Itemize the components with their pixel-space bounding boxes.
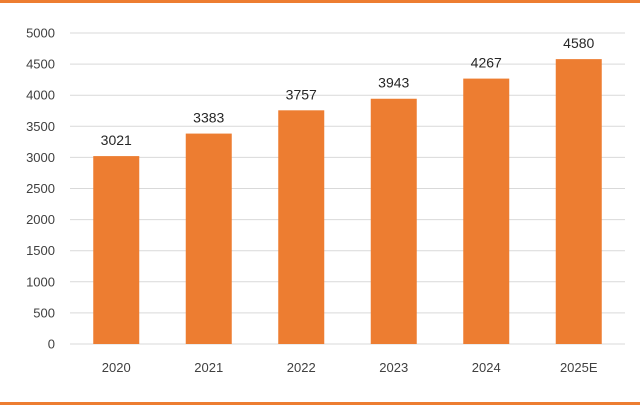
data-label: 3943	[378, 75, 409, 91]
bar-2020	[93, 156, 140, 344]
bar-2024	[463, 78, 510, 345]
y-tick-label: 3000	[26, 150, 55, 165]
y-tick-label: 500	[33, 305, 55, 320]
bar-2025E	[555, 59, 602, 345]
bar-2023	[370, 98, 417, 345]
y-tick-label: 0	[48, 337, 55, 352]
gridlines	[70, 32, 625, 345]
x-tick-label: 2022	[287, 360, 316, 375]
data-label: 3757	[286, 86, 317, 102]
y-tick-label: 2000	[26, 212, 55, 227]
x-tick-label: 2023	[379, 360, 408, 375]
data-label: 4580	[563, 35, 594, 51]
x-tick-label: 2020	[102, 360, 131, 375]
y-tick-label: 1500	[26, 243, 55, 258]
x-tick-label: 2025E	[560, 360, 598, 375]
y-axis-tick-labels: 0 500 1000 1500 2000 2500 3000 3500 4000 4500 5000	[26, 26, 55, 352]
x-axis-tick-labels: 2020 2021 2022 2023 2024 2025E	[102, 360, 598, 375]
data-label: 3383	[193, 110, 224, 126]
bar-2022	[278, 110, 325, 344]
x-tick-label: 2024	[472, 360, 501, 375]
y-tick-label: 3500	[26, 119, 55, 134]
bars	[93, 59, 602, 345]
data-label: 4267	[471, 55, 502, 71]
y-tick-label: 5000	[26, 26, 55, 41]
y-tick-label: 4000	[26, 88, 55, 103]
y-tick-label: 1000	[26, 274, 55, 289]
y-tick-label: 4500	[26, 57, 55, 72]
x-tick-label: 2021	[194, 360, 223, 375]
data-labels: 3021 3383 3757 3943 4267 4580	[101, 35, 595, 148]
bar-2021	[185, 133, 232, 344]
data-label: 3021	[101, 132, 132, 148]
y-tick-label: 2500	[26, 181, 55, 196]
